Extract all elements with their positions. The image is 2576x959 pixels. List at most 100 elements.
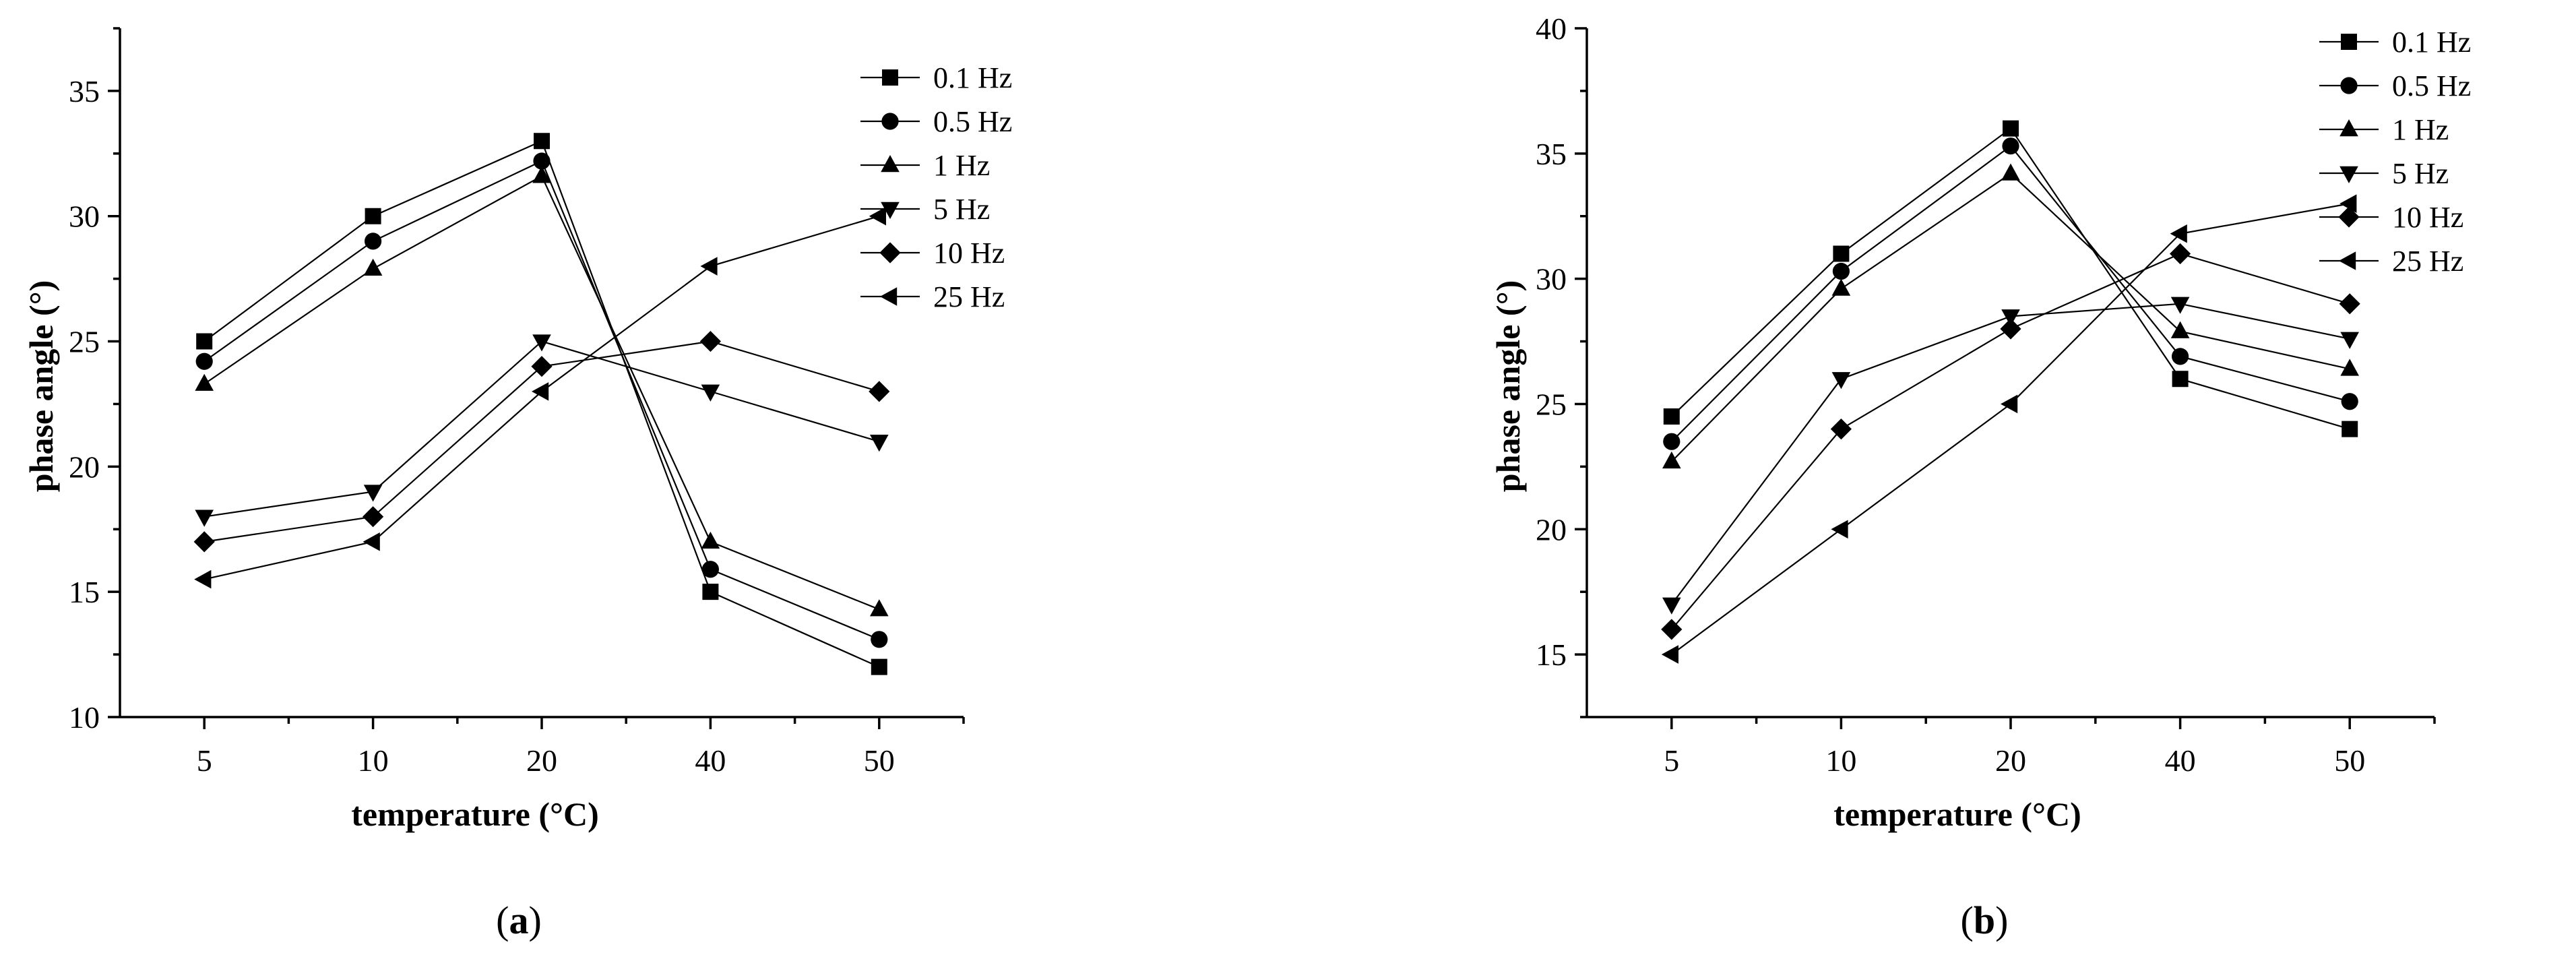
series-0-1-hz xyxy=(1663,120,2358,437)
x-tick-label: 40 xyxy=(2165,743,2196,778)
y-tick-label: 35 xyxy=(1536,137,1567,171)
data-point xyxy=(2001,394,2018,414)
data-point xyxy=(1663,408,1680,425)
series-5-hz xyxy=(1662,297,2359,615)
x-axis-label: temperature (°C) xyxy=(1833,795,2081,833)
legend-marker xyxy=(2341,34,2357,50)
data-point xyxy=(2170,224,2187,243)
data-point xyxy=(2000,318,2021,340)
legend-entry: 5 Hz xyxy=(2319,157,2449,190)
series-5-hz xyxy=(195,334,889,527)
legend-entry: 10 Hz xyxy=(2319,201,2463,234)
y-axis-label: phase angle (°) xyxy=(1489,280,1527,492)
data-point xyxy=(196,333,213,350)
data-point xyxy=(701,531,720,549)
data-point xyxy=(363,506,384,528)
x-tick-label: 10 xyxy=(358,743,389,778)
data-point xyxy=(869,206,886,226)
y-tick-label: 15 xyxy=(1536,638,1567,672)
y-tick-label: 35 xyxy=(69,74,100,109)
data-point xyxy=(2340,332,2359,349)
y-tick-label: 25 xyxy=(1536,387,1567,421)
data-point xyxy=(701,384,720,402)
legend-entry: 25 Hz xyxy=(860,280,1005,313)
data-point xyxy=(871,658,887,675)
legend-marker xyxy=(2340,77,2358,94)
legend-entry: 5 Hz xyxy=(860,193,990,226)
data-point xyxy=(2001,163,2020,181)
data-point xyxy=(2002,137,2019,155)
data-point xyxy=(871,631,888,648)
data-point xyxy=(701,561,719,578)
legend-marker xyxy=(882,69,898,86)
y-tick-label: 20 xyxy=(1536,512,1567,547)
panel-label: (a) xyxy=(496,898,542,942)
legend-entry: 25 Hz xyxy=(2319,245,2463,278)
series-1-hz xyxy=(195,166,889,617)
data-point xyxy=(869,381,890,402)
data-point xyxy=(194,569,212,589)
data-point xyxy=(533,152,551,170)
data-point xyxy=(700,257,718,276)
legend-entry: 0.5 Hz xyxy=(860,105,1012,138)
legend-label: 10 Hz xyxy=(2392,201,2463,234)
data-point xyxy=(1661,645,1678,664)
y-tick-label: 40 xyxy=(1536,11,1567,46)
data-point xyxy=(2170,297,2190,314)
series-0-1-hz xyxy=(196,133,887,675)
legend-marker xyxy=(2339,119,2358,137)
legend-label: 0.5 Hz xyxy=(933,105,1012,138)
legend-marker xyxy=(881,113,899,130)
legend-entry: 0.5 Hz xyxy=(2319,69,2471,102)
legend-entry: 10 Hz xyxy=(860,237,1005,270)
series-25-hz xyxy=(1661,194,2357,664)
legend-label: 1 Hz xyxy=(933,149,990,182)
x-tick-label: 40 xyxy=(695,743,726,778)
data-point xyxy=(532,334,551,352)
data-point xyxy=(534,133,550,150)
legend-marker xyxy=(880,287,898,306)
data-point xyxy=(1662,597,1681,615)
series-10-hz xyxy=(193,330,890,553)
x-tick-label: 5 xyxy=(1664,743,1679,778)
series-line xyxy=(203,160,880,640)
x-tick-label: 5 xyxy=(197,743,212,778)
x-tick-label: 20 xyxy=(1995,743,2026,778)
legend-label: 10 Hz xyxy=(933,237,1005,270)
data-point xyxy=(2339,293,2360,315)
data-point xyxy=(195,352,213,370)
panel-label: (b) xyxy=(1961,898,2009,942)
data-point xyxy=(2342,421,2358,437)
data-point xyxy=(702,584,719,600)
data-point xyxy=(1832,262,1850,280)
data-point xyxy=(1830,419,1852,440)
data-point xyxy=(2172,371,2189,388)
data-point xyxy=(699,330,721,352)
legend-entry: 0.1 Hz xyxy=(2319,26,2471,59)
series-0-5-hz xyxy=(195,152,888,648)
y-tick-label: 15 xyxy=(69,575,100,609)
y-tick-label: 25 xyxy=(69,325,100,359)
legend-label: 0.5 Hz xyxy=(2392,69,2471,102)
data-point xyxy=(1831,520,1848,539)
data-point xyxy=(2001,309,2020,327)
data-point xyxy=(2170,321,2190,338)
legend-label: 5 Hz xyxy=(933,193,990,226)
data-point xyxy=(365,208,381,224)
data-point xyxy=(195,373,214,391)
legend-marker xyxy=(881,155,900,173)
x-axis-label: temperature (°C) xyxy=(351,795,599,833)
data-point xyxy=(531,356,553,377)
legend-label: 0.1 Hz xyxy=(2392,26,2471,59)
series-line xyxy=(1671,145,2350,442)
data-point xyxy=(193,531,215,553)
legend-marker xyxy=(2339,251,2356,270)
data-point xyxy=(532,382,549,401)
y-tick-label: 30 xyxy=(1536,262,1567,297)
data-point xyxy=(2341,393,2358,410)
legend-entry: 1 Hz xyxy=(860,149,990,182)
series-line xyxy=(203,140,880,668)
x-tick-label: 50 xyxy=(864,743,895,778)
chart-a: 10 15 20 25 30 35 5 10 20 40 50 temperature (°C) pha… xyxy=(22,27,1012,942)
